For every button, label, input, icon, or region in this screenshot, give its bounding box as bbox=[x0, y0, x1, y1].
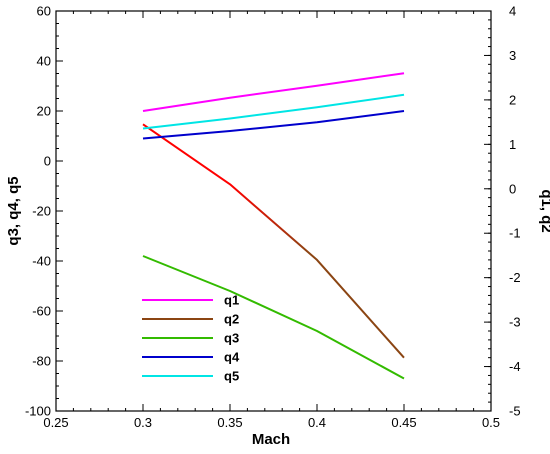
legend-label-q2: q2 bbox=[224, 312, 239, 327]
legend-label-q5: q5 bbox=[224, 369, 239, 384]
x-axis-title: Mach bbox=[252, 431, 290, 448]
x-tick-label: 0.4 bbox=[308, 415, 326, 430]
x-tick-label: 0.25 bbox=[43, 415, 68, 430]
y-left-tick-label: 60 bbox=[37, 4, 51, 19]
y-left-tick-label: -60 bbox=[32, 304, 51, 319]
y-left-tick-label: -80 bbox=[32, 354, 51, 369]
legend-label-q3: q3 bbox=[224, 331, 239, 346]
x-tick-label: 0.3 bbox=[134, 415, 152, 430]
y-right-tick-label: -1 bbox=[509, 226, 521, 241]
y-left-axis-title: q3, q4, q5 bbox=[5, 176, 22, 245]
legend-label-q1: q1 bbox=[224, 293, 239, 308]
plot-frame bbox=[55, 10, 492, 412]
y-right-axis-title: q1, q2 bbox=[538, 189, 550, 232]
series-line-q5 bbox=[142, 93, 405, 130]
plot-layer: 0.25 0.3 0.35 0.4 0.45 0.5-100-80-60-40-20020… bbox=[25, 4, 521, 431]
x-tick-label: 0.45 bbox=[391, 415, 416, 430]
y-right-tick-label: -3 bbox=[509, 315, 521, 330]
series-line-q1 bbox=[142, 72, 405, 112]
y-left-tick-label: -20 bbox=[32, 204, 51, 219]
y-right-tick-label: -2 bbox=[509, 270, 521, 285]
y-left-tick-label: -40 bbox=[32, 254, 51, 269]
y-right-tick-label: 1 bbox=[509, 137, 516, 152]
series-line-q4 bbox=[142, 110, 405, 140]
x-tick-label: 0.35 bbox=[217, 415, 242, 430]
y-left-tick-label: -100 bbox=[25, 404, 51, 419]
y-right-tick-label: -4 bbox=[509, 359, 521, 374]
y-right-tick-label: 2 bbox=[509, 92, 516, 107]
y-left-tick-label: 20 bbox=[37, 104, 51, 119]
series-line-q2 bbox=[142, 123, 405, 359]
series-line-q3 bbox=[142, 255, 405, 380]
y-right-tick-label: -5 bbox=[509, 404, 521, 419]
y-right-tick-label: 3 bbox=[509, 48, 516, 63]
legend-label-q4: q4 bbox=[224, 350, 240, 365]
y-right-tick-label: 0 bbox=[509, 181, 516, 196]
y-right-tick-label: 4 bbox=[509, 4, 516, 19]
x-tick-label: 0.5 bbox=[482, 415, 500, 430]
y-left-tick-label: 0 bbox=[44, 154, 51, 169]
y-left-tick-label: 40 bbox=[37, 54, 51, 69]
